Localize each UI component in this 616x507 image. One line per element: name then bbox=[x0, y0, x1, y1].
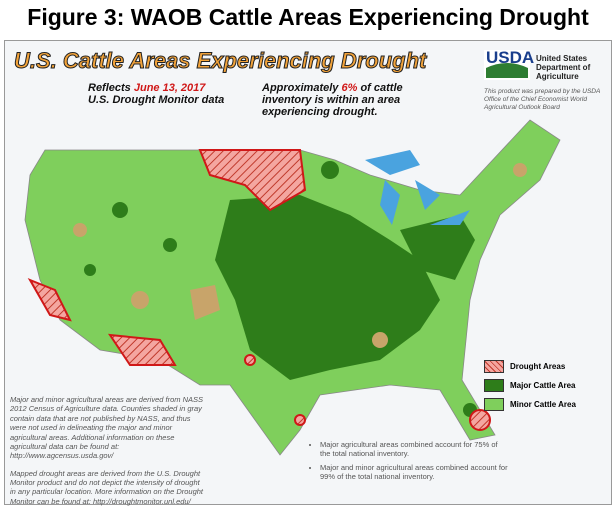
legend-item: Major Cattle Area bbox=[484, 379, 576, 392]
date-line: Reflects June 13, 2017 U.S. Drought Moni… bbox=[88, 82, 224, 106]
map-title: U.S. Cattle Areas Experiencing Drought bbox=[13, 48, 427, 74]
legend-swatch bbox=[484, 398, 504, 411]
note: Mapped drought areas are derived from th… bbox=[10, 468, 204, 506]
summary-value: 6% bbox=[341, 82, 358, 94]
legend-item: Drought Areas bbox=[484, 360, 576, 373]
notes: Major and minor agricultural areas are d… bbox=[10, 395, 205, 507]
bullet: Major and minor agricultural areas combi… bbox=[320, 463, 510, 481]
bullet: Major agricultural areas combined accoun… bbox=[320, 440, 510, 458]
legend-label: Major Cattle Area bbox=[510, 381, 576, 390]
summary-prefix: Approximately bbox=[262, 82, 339, 94]
note: Major and minor agricultural areas are d… bbox=[10, 395, 203, 461]
usda-logo-mark bbox=[484, 50, 530, 80]
legend-swatch bbox=[484, 379, 504, 392]
legend-label: Minor Cattle Area bbox=[510, 400, 576, 409]
credit: This product was prepared by the USDA Of… bbox=[484, 88, 601, 112]
summary: Approximately 6% of cattle inventory is … bbox=[262, 82, 432, 118]
non-cattle-areas bbox=[73, 163, 527, 348]
data-source: U.S. Drought Monitor data bbox=[88, 94, 225, 106]
bullets: Major agricultural areas combined accoun… bbox=[310, 440, 510, 486]
date: June 13, 2017 bbox=[133, 82, 206, 94]
legend-swatch bbox=[484, 360, 504, 373]
great-lakes bbox=[365, 150, 470, 225]
date-prefix: Reflects bbox=[88, 82, 131, 94]
summary-suffix: of cattle inventory is within an area ex… bbox=[262, 82, 403, 118]
legend-label: Drought Areas bbox=[510, 362, 566, 371]
figure-title: Figure 3: WAOB Cattle Areas Experiencing… bbox=[27, 4, 589, 30]
logo-acronym: USDA bbox=[486, 48, 535, 67]
legend: Drought Areas Major Cattle Area Minor Catt… bbox=[484, 360, 576, 417]
legend-item: Minor Cattle Area bbox=[484, 398, 576, 411]
drought-areas bbox=[27, 149, 491, 431]
logo-name: United States Department of Agriculture bbox=[536, 54, 591, 81]
